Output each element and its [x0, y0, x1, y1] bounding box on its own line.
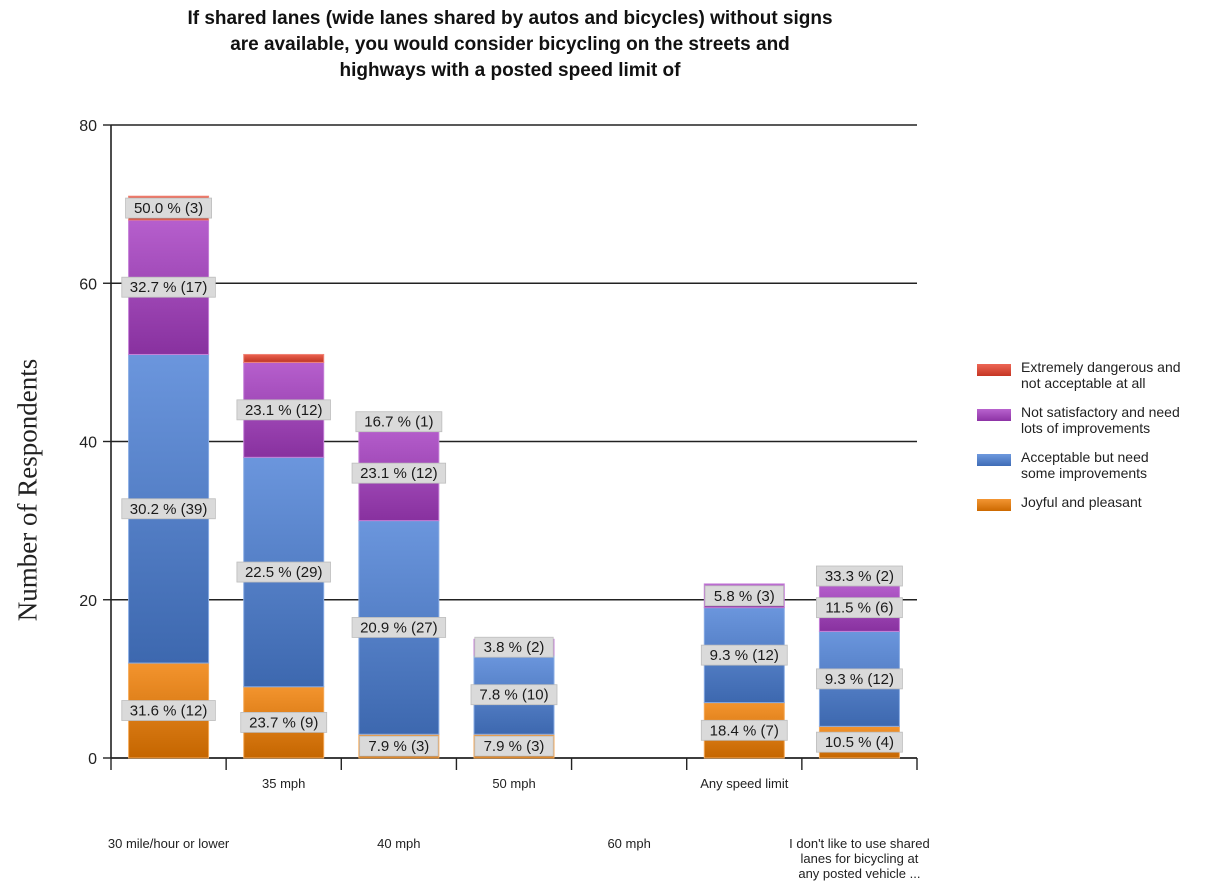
x-category-label: 30 mile/hour or lower: [108, 836, 230, 851]
data-label: 32.7 % (17): [130, 279, 208, 296]
data-label-bg: [816, 731, 903, 753]
x-category-label: 40 mph: [377, 836, 420, 851]
data-label-bg: [474, 636, 554, 658]
data-label-bg: [351, 462, 447, 484]
data-label-bg: [355, 411, 443, 433]
data-label-bg: [700, 719, 788, 741]
data-label-bg: [236, 399, 331, 421]
legend-item: Acceptable but need some improvements: [977, 449, 1225, 481]
data-label-bg: [351, 617, 447, 638]
data-label-bg: [816, 565, 903, 587]
legend-swatch: [977, 499, 1011, 511]
legend-label: Not satisfactory and need lots of improve…: [1021, 404, 1180, 436]
legend-swatch: [977, 409, 1011, 421]
legend: Extremely dangerous and not acceptable at…: [977, 359, 1225, 524]
x-category-label: 60 mph: [607, 836, 650, 851]
data-label: 5.8 % (3): [714, 588, 775, 605]
data-label: 23.7 % (9): [249, 714, 318, 731]
x-category-label: 50 mph: [492, 776, 535, 791]
data-label: 23.1 % (12): [360, 465, 438, 482]
data-label: 7.9 % (3): [484, 738, 545, 755]
data-label-bg: [816, 597, 903, 619]
data-label-bg: [121, 700, 216, 721]
data-label: 9.3 % (12): [825, 671, 894, 688]
legend-label: Extremely dangerous and not acceptable at…: [1021, 359, 1181, 391]
legend-item: Not satisfactory and need lots of improve…: [977, 404, 1225, 436]
data-label-bg: [121, 276, 216, 298]
x-category-label: I don't like to use shared lanes for bicy…: [789, 836, 930, 881]
chart-title-line-1: If shared lanes (wide lanes shared by au…: [187, 8, 833, 29]
data-label-bg: [470, 684, 558, 706]
legend-item: Extremely dangerous and not acceptable at…: [977, 359, 1225, 391]
data-label: 11.5 % (6): [825, 600, 893, 617]
data-label: 18.4 % (7): [710, 722, 779, 739]
data-label-bg: [121, 498, 216, 520]
data-label: 20.9 % (27): [360, 619, 438, 636]
chart-title: If shared lanes (wide lanes shared by au…: [40, 6, 980, 84]
data-label-bg: [704, 585, 784, 607]
x-category-label: 35 mph: [262, 776, 305, 791]
x-category-label: Any speed limit: [700, 776, 789, 791]
legend-item: Joyful and pleasant: [977, 494, 1225, 511]
data-label: 7.9 % (3): [368, 738, 429, 755]
y-tick-label: 40: [79, 435, 97, 452]
y-tick-label: 0: [88, 751, 97, 768]
data-label-bg: [236, 561, 331, 583]
data-label: 7.8 % (10): [479, 687, 548, 704]
data-label: 3.8 % (2): [484, 639, 545, 656]
data-label: 23.1 % (12): [245, 402, 323, 419]
legend-swatch: [977, 364, 1011, 376]
data-label: 50.0 % (3): [134, 200, 203, 217]
legend-swatch: [977, 454, 1011, 466]
y-tick-label: 80: [79, 118, 97, 135]
data-label: 16.7 % (1): [364, 414, 433, 431]
y-tick-label: 20: [79, 593, 97, 610]
data-label: 33.3 % (2): [825, 568, 894, 585]
data-label-bg: [240, 711, 328, 733]
data-label: 9.3 % (12): [710, 647, 779, 664]
y-tick-label: 60: [79, 276, 97, 293]
bar-segment: [243, 353, 325, 363]
data-label-bg: [359, 735, 439, 757]
chart-title-line-2: are available, you would consider bicycl…: [230, 34, 790, 55]
legend-label: Joyful and pleasant: [1021, 494, 1142, 510]
data-label-bg: [816, 668, 903, 690]
data-label: 10.5 % (4): [825, 734, 894, 751]
data-label-bg: [474, 735, 554, 757]
data-label-bg: [125, 197, 212, 219]
chart-title-line-3: highways with a posted speed limit of: [339, 60, 681, 81]
data-label-bg: [700, 644, 788, 666]
data-label: 22.5 % (29): [245, 564, 323, 581]
legend-label: Acceptable but need some improvements: [1021, 449, 1149, 481]
data-label: 30.2 % (39): [130, 501, 208, 518]
data-label: 31.6 % (12): [130, 703, 208, 720]
